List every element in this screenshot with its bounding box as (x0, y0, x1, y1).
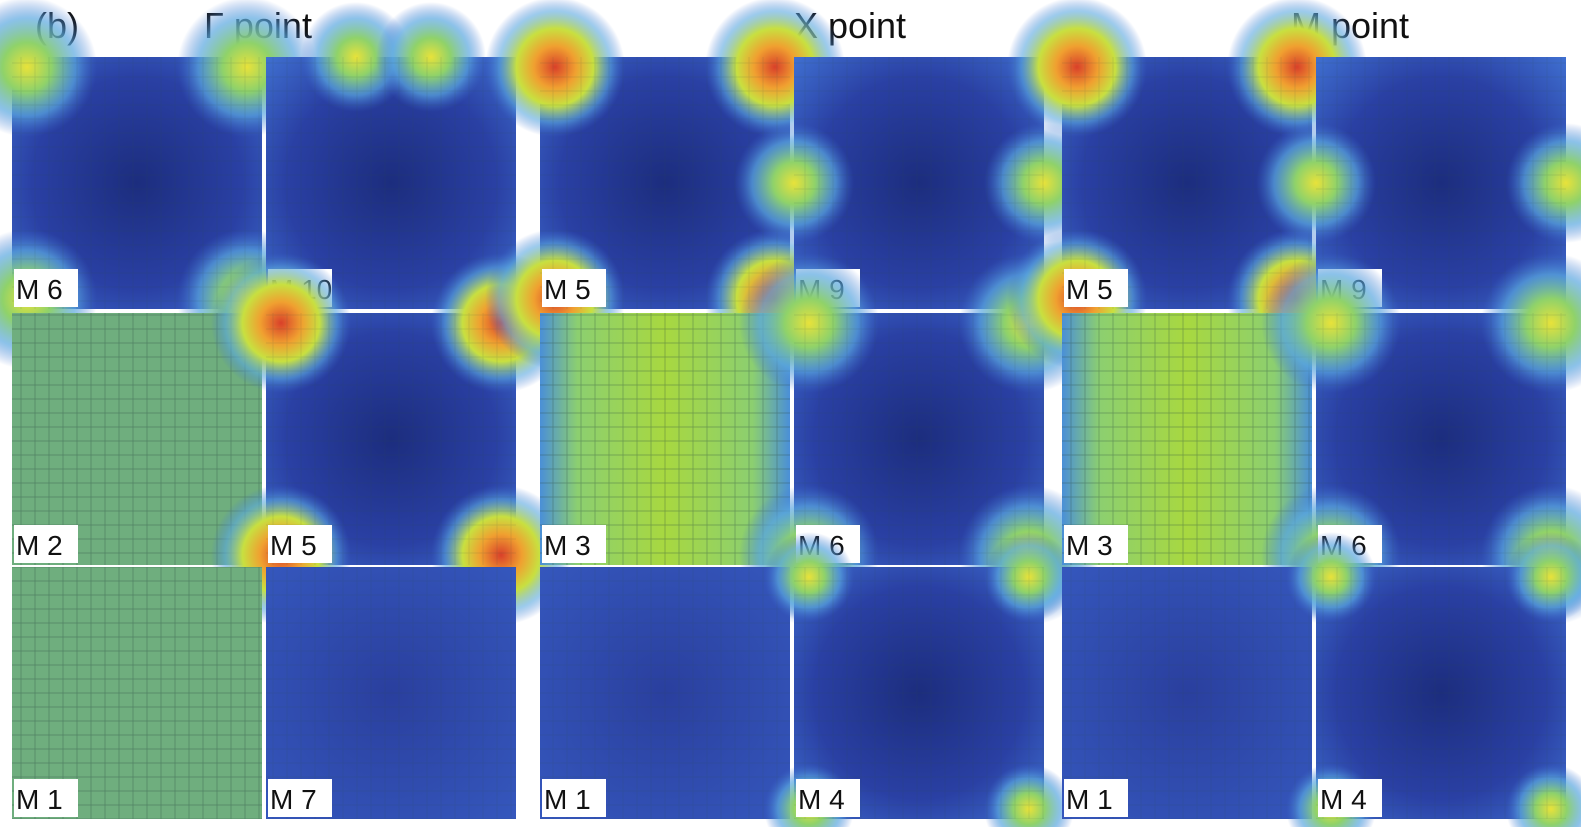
tile-label: M 6 (16, 274, 63, 305)
mode-tile: M 1 (540, 567, 790, 819)
tile-label: M 1 (16, 784, 63, 815)
tile-label: M 2 (16, 530, 63, 561)
tile-label: M 3 (544, 530, 591, 561)
mode-tile: M 7 (266, 567, 516, 819)
mode-tile: M 1 (12, 567, 262, 819)
tile-label: M 5 (1066, 274, 1113, 305)
mode-tile: M 1 (1062, 567, 1312, 819)
tile-label: M 3 (1066, 530, 1113, 561)
mode-tile: M 4 (764, 532, 1074, 827)
tile-label: M 4 (1320, 784, 1367, 815)
tile-label: M 1 (544, 784, 591, 815)
tile-label: M 5 (270, 530, 317, 561)
mode-tile: M 4 (1286, 532, 1581, 827)
tile-label: M 5 (544, 274, 591, 305)
tile-label: M 7 (270, 784, 317, 815)
figure: (b) Γ pointM 6M 10M 2M 5M 1M 7X pointM 5… (0, 0, 1581, 827)
tile-label: M 4 (798, 784, 845, 815)
tile-label: M 1 (1066, 784, 1113, 815)
